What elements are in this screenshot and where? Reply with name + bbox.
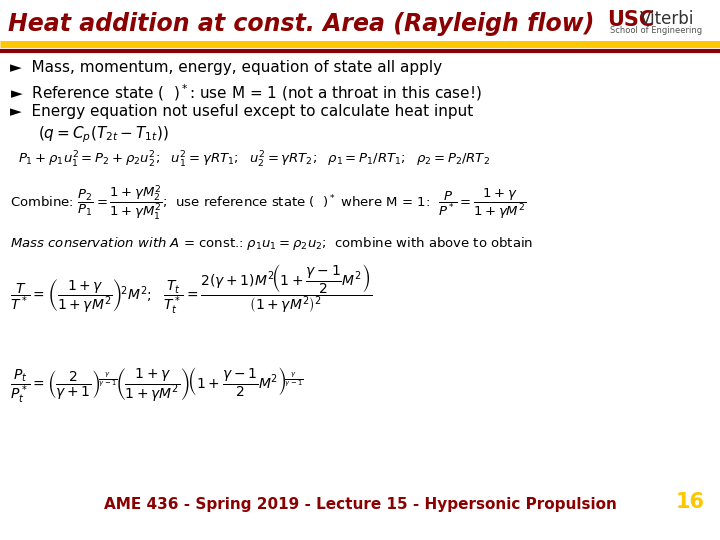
Text: Heat addition at const. Area (Rayleigh flow): Heat addition at const. Area (Rayleigh f…	[8, 12, 595, 36]
Text: Viterbi: Viterbi	[640, 10, 694, 28]
Text: ►  Energy equation not useful except to calculate heat input: ► Energy equation not useful except to c…	[10, 104, 473, 119]
Text: $\dfrac{P_t}{P_t^*} = \left(\dfrac{2}{\gamma+1}\right)^{\!\frac{\gamma}{\gamma-1: $\dfrac{P_t}{P_t^*} = \left(\dfrac{2}{\g…	[10, 365, 304, 404]
Text: 16: 16	[676, 492, 705, 512]
Text: ►  Reference state (  )$^*$: use M = 1 (not a throat in this case!): ► Reference state ( )$^*$: use M = 1 (no…	[10, 82, 482, 103]
Text: $\dfrac{T}{T^*} = \left(\dfrac{1+\gamma}{1+\gamma M^2}\right)^{\!2} M^2;\ \ \dfr: $\dfrac{T}{T^*} = \left(\dfrac{1+\gamma}…	[10, 262, 372, 316]
Text: USC: USC	[607, 10, 654, 30]
Text: ►  Mass, momentum, energy, equation of state all apply: ► Mass, momentum, energy, equation of st…	[10, 60, 442, 75]
Text: $(q = C_p(T_{2t} - T_{1t}))$: $(q = C_p(T_{2t} - T_{1t}))$	[38, 124, 169, 145]
Text: Combine: $\dfrac{P_2}{P_1} = \dfrac{1+\gamma M_2^2}{1+\gamma M_1^2}$;  use refer: Combine: $\dfrac{P_2}{P_1} = \dfrac{1+\g…	[10, 183, 526, 222]
Text: $\mathit{Mass\ conservation\ with}$ $A$ = const.: $\rho_1 u_1 = \rho_2 u_2$;  co: $\mathit{Mass\ conservation\ with}$ $A$ …	[10, 235, 534, 252]
Text: School of Engineering: School of Engineering	[610, 26, 702, 35]
Text: $P_1 + \rho_1 u_1^2 = P_2 + \rho_2 u_2^2;\ \ u_1^2 = \gamma RT_1;\ \ u_2^2 = \ga: $P_1 + \rho_1 u_1^2 = P_2 + \rho_2 u_2^2…	[18, 150, 490, 170]
Text: AME 436 - Spring 2019 - Lecture 15 - Hypersonic Propulsion: AME 436 - Spring 2019 - Lecture 15 - Hyp…	[104, 497, 616, 512]
